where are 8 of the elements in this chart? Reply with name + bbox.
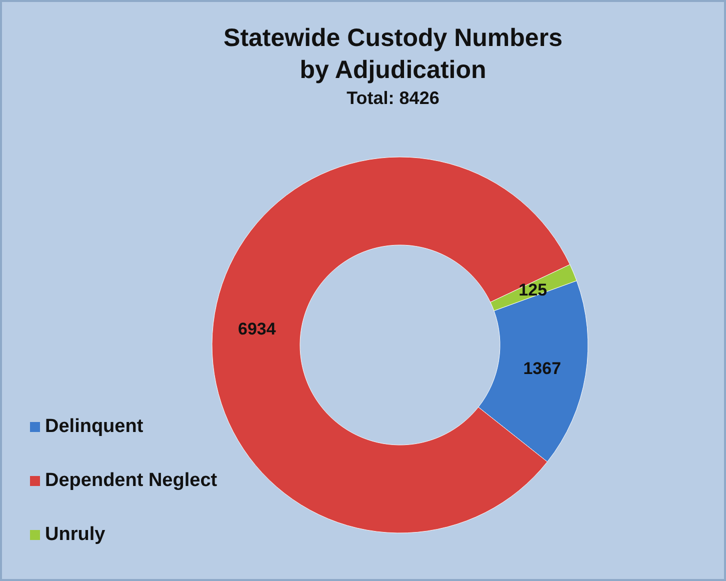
data-label: 6934 (238, 320, 276, 339)
legend-label: Unruly (45, 524, 106, 545)
legend-label: Delinquent (45, 416, 144, 437)
legend-label: Dependent Neglect (45, 470, 218, 491)
chart-title: Statewide Custody Numbers by Adjudication (224, 24, 562, 84)
data-label: 125 (518, 280, 548, 300)
chart-subtitle: Total: 8426 (346, 88, 440, 108)
data-label: 1367 (523, 359, 562, 378)
